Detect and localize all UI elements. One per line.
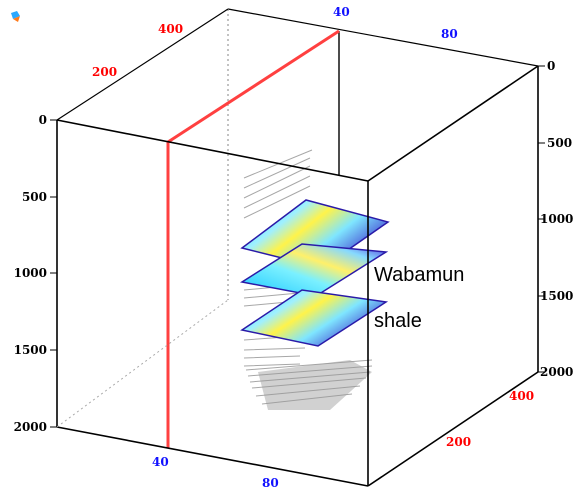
depth-axis-left: 0 500 1000 1500 2000 <box>14 113 47 434</box>
x-tick-bottom: 80 <box>262 476 279 490</box>
y-tick-bottom: 400 <box>509 389 534 403</box>
x-axis-top: 40 80 <box>333 5 458 41</box>
depth-tick-left: 0 <box>39 113 47 127</box>
depth-tick-left: 500 <box>22 190 47 204</box>
depth-tick-right: 2000 <box>540 365 573 379</box>
depth-tick-right: 0 <box>547 59 555 73</box>
x-tick-top: 80 <box>441 27 458 41</box>
depth-tick-left: 1000 <box>14 266 47 280</box>
depth-axis-right: 0 500 1000 1500 2000 <box>540 59 573 379</box>
x-axis-bottom: 40 80 <box>152 455 279 490</box>
depth-tick-left: 1500 <box>14 343 47 357</box>
y-tick-top: 400 <box>158 22 183 36</box>
corner-glyph-icon <box>11 11 20 22</box>
horizon-surfaces <box>239 199 390 347</box>
depth-tick-right: 1000 <box>540 212 573 226</box>
y-axis-bottom: 200 400 <box>446 389 534 449</box>
well-path <box>166 29 340 448</box>
x-tick-bottom: 40 <box>152 455 169 469</box>
y-axis-top: 200 400 <box>92 22 183 79</box>
depth-tick-right: 1500 <box>540 289 573 303</box>
horizon-label-shale: shale <box>374 310 422 332</box>
x-tick-top: 40 <box>333 5 350 19</box>
y-tick-top: 200 <box>92 65 117 79</box>
horizon-surface-middle <box>239 243 389 297</box>
y-tick-bottom: 200 <box>446 435 471 449</box>
depth-tick-left: 2000 <box>14 420 47 434</box>
horizon-label-wabamun: Wabamun <box>374 264 464 286</box>
volume-box-front <box>56 65 539 487</box>
depth-tick-right: 500 <box>547 136 572 150</box>
seismic-shadow <box>258 360 372 410</box>
tick-marks <box>50 65 545 428</box>
horizon-surface-bottom <box>240 289 389 347</box>
volume-box-back <box>56 8 539 300</box>
